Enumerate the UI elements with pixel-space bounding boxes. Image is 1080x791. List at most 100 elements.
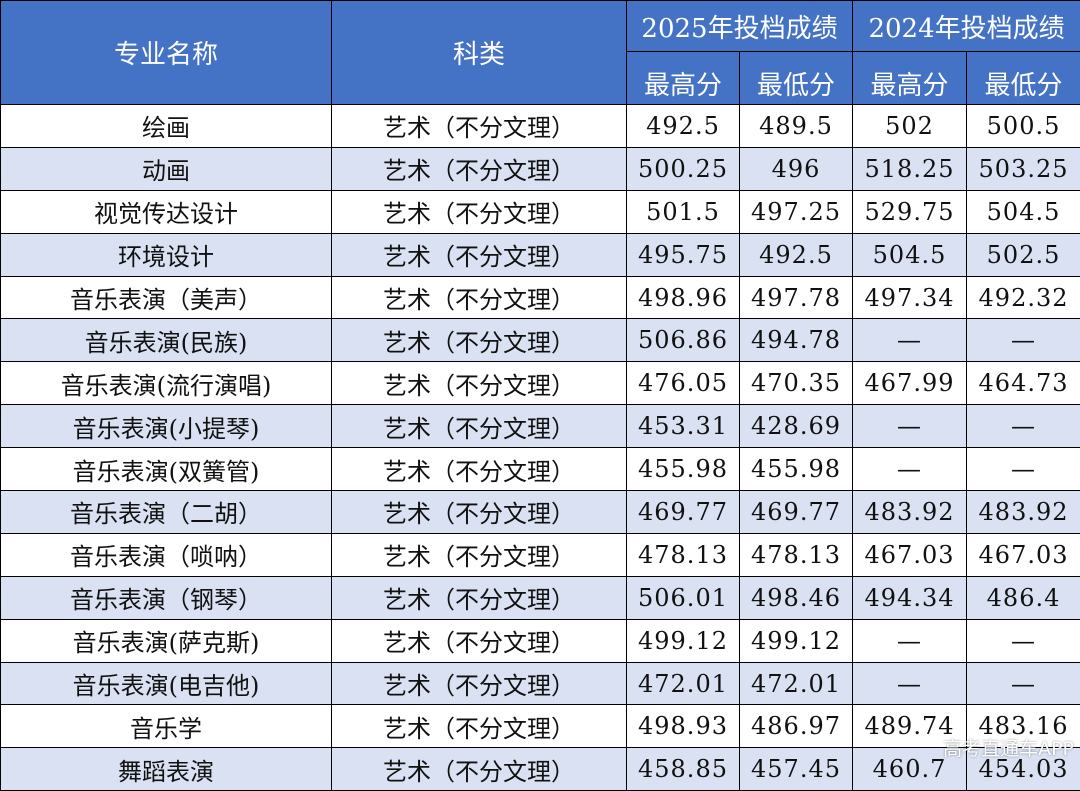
max-2024-cell: 483.92 [853,491,967,534]
max-2025-cell: 498.93 [627,705,740,748]
min-2025-header: 最低分 [740,52,853,105]
min-2025-cell: 497.78 [740,276,853,319]
max-2024-cell: — [853,662,967,705]
max-2025-cell: 458.85 [627,748,740,791]
major-cell: 舞蹈表演 [1,748,332,791]
max-2025-cell: 506.01 [627,576,740,619]
min-2025-cell: 498.46 [740,576,853,619]
min-2024-cell: — [967,319,1080,362]
major-cell: 动画 [1,147,332,190]
category-cell: 艺术（不分文理） [332,190,627,233]
major-cell: 音乐表演（美声） [1,276,332,319]
max-2025-cell: 455.98 [627,448,740,491]
major-cell: 环境设计 [1,233,332,276]
min-2025-cell: 470.35 [740,362,853,405]
major-cell: 音乐表演(小提琴) [1,405,332,448]
min-2025-cell: 494.78 [740,319,853,362]
category-cell: 艺术（不分文理） [332,662,627,705]
category-cell: 艺术（不分文理） [332,619,627,662]
min-2024-cell: — [967,448,1080,491]
min-2024-cell: 492.32 [967,276,1080,319]
max-2025-cell: 495.75 [627,233,740,276]
year-2024-header: 2024年投档成绩 [853,1,1080,52]
max-2025-cell: 453.31 [627,405,740,448]
major-column-header: 专业名称 [1,1,332,105]
min-2024-cell: 500.5 [967,105,1080,148]
category-cell: 艺术（不分文理） [332,533,627,576]
max-2025-cell: 499.12 [627,619,740,662]
min-2025-cell: 428.69 [740,405,853,448]
table-header: 专业名称 科类 2025年投档成绩 2024年投档成绩 最高分 最低分 最高分 … [1,1,1080,105]
max-2025-cell: 498.96 [627,276,740,319]
min-2024-cell: 483.92 [967,491,1080,534]
max-2025-cell: 472.01 [627,662,740,705]
max-2024-header: 最高分 [853,52,967,105]
max-2025-cell: 469.77 [627,491,740,534]
max-2025-cell: 500.25 [627,147,740,190]
category-cell: 艺术（不分文理） [332,405,627,448]
max-2024-cell: — [853,405,967,448]
major-cell: 音乐学 [1,705,332,748]
max-2024-cell: 467.03 [853,533,967,576]
min-2024-cell: 504.5 [967,190,1080,233]
min-2024-header: 最低分 [967,52,1080,105]
major-cell: 音乐表演（二胡） [1,491,332,534]
min-2024-cell: 467.03 [967,533,1080,576]
max-2024-cell: 504.5 [853,233,967,276]
major-cell: 音乐表演（钢琴） [1,576,332,619]
max-2024-cell: 518.25 [853,147,967,190]
min-2025-cell: 489.5 [740,105,853,148]
max-2025-header: 最高分 [627,52,740,105]
category-cell: 艺术（不分文理） [332,233,627,276]
max-2024-cell: 467.99 [853,362,967,405]
min-2024-cell: 486.4 [967,576,1080,619]
category-cell: 艺术（不分文理） [332,576,627,619]
category-cell: 艺术（不分文理） [332,448,627,491]
max-2024-cell: 494.34 [853,576,967,619]
max-2025-cell: 478.13 [627,533,740,576]
min-2025-cell: 499.12 [740,619,853,662]
year-2025-header: 2025年投档成绩 [627,1,853,52]
category-cell: 艺术（不分文理） [332,276,627,319]
min-2024-cell: 503.25 [967,147,1080,190]
category-cell: 艺术（不分文理） [332,147,627,190]
major-cell: 音乐表演(双簧管) [1,448,332,491]
category-cell: 艺术（不分文理） [332,748,627,791]
min-2025-cell: 496 [740,147,853,190]
min-2025-cell: 492.5 [740,233,853,276]
max-2025-cell: 506.86 [627,319,740,362]
min-2024-cell: — [967,405,1080,448]
major-cell: 音乐表演(萨克斯) [1,619,332,662]
max-2024-cell: — [853,319,967,362]
major-cell: 音乐表演(民族) [1,319,332,362]
max-2024-cell: 502 [853,105,967,148]
min-2025-cell: 478.13 [740,533,853,576]
min-2025-cell: 457.45 [740,748,853,791]
min-2024-cell: 502.5 [967,233,1080,276]
category-cell: 艺术（不分文理） [332,491,627,534]
min-2025-cell: 469.77 [740,491,853,534]
category-cell: 艺术（不分文理） [332,105,627,148]
major-cell: 音乐表演(流行演唱) [1,362,332,405]
max-2024-cell: — [853,619,967,662]
min-2024-cell: — [967,619,1080,662]
max-2025-cell: 501.5 [627,190,740,233]
min-2025-cell: 455.98 [740,448,853,491]
major-cell: 音乐表演(电吉他) [1,662,332,705]
